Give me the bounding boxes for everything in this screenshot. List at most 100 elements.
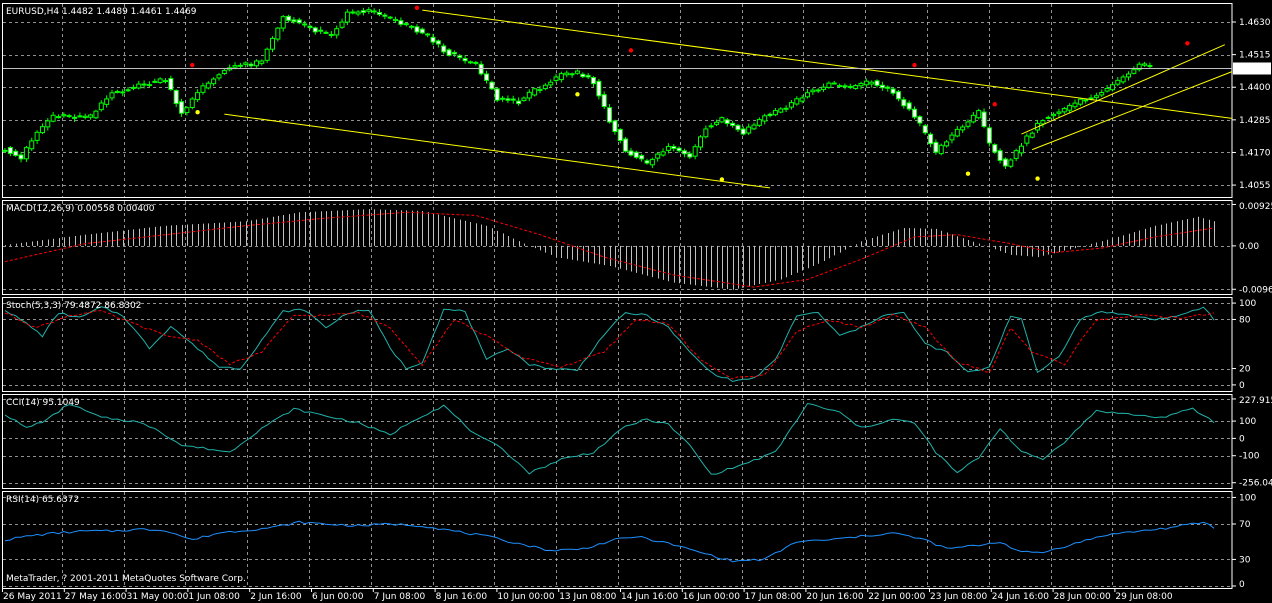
candle[interactable] (409, 24, 415, 30)
candle[interactable] (323, 30, 329, 34)
candle[interactable] (628, 147, 634, 157)
candle[interactable] (714, 119, 720, 127)
candle[interactable] (617, 128, 623, 144)
candle[interactable] (874, 79, 880, 88)
candle[interactable] (885, 85, 891, 92)
candle[interactable] (451, 50, 457, 57)
candle[interactable] (473, 61, 479, 66)
candle[interactable] (821, 83, 827, 92)
candle[interactable] (500, 95, 506, 102)
candle[interactable] (280, 14, 286, 32)
candle[interactable] (13, 149, 19, 157)
candle[interactable] (1099, 89, 1105, 98)
candle[interactable] (1029, 131, 1035, 139)
candle[interactable] (18, 151, 24, 163)
candle[interactable] (1008, 158, 1014, 169)
candle[interactable] (863, 78, 869, 88)
candle[interactable] (986, 126, 992, 147)
candle[interactable] (607, 104, 613, 124)
candle[interactable] (125, 87, 131, 93)
candle[interactable] (382, 12, 388, 20)
candle[interactable] (890, 86, 896, 96)
candle[interactable] (692, 144, 698, 160)
candle[interactable] (93, 109, 99, 120)
candle[interactable] (869, 80, 875, 88)
candle[interactable] (1147, 62, 1153, 69)
candle[interactable] (34, 130, 40, 144)
candle[interactable] (237, 62, 243, 69)
candle[interactable] (318, 26, 324, 35)
candle[interactable] (77, 112, 83, 118)
candle[interactable] (66, 113, 72, 119)
candle[interactable] (50, 111, 56, 123)
candle[interactable] (189, 96, 195, 110)
candle[interactable] (735, 123, 741, 133)
candle[interactable] (430, 33, 436, 46)
candle[interactable] (1019, 143, 1024, 157)
candle[interactable] (730, 120, 736, 128)
candle[interactable] (264, 47, 270, 63)
candle[interactable] (574, 69, 580, 75)
candle[interactable] (1040, 119, 1046, 128)
candle[interactable] (681, 148, 687, 158)
candle[interactable] (200, 82, 206, 95)
candle[interactable] (772, 107, 778, 117)
candle[interactable] (740, 126, 746, 136)
candle[interactable] (1061, 106, 1067, 115)
candle[interactable] (719, 116, 725, 124)
candle[interactable] (173, 89, 179, 108)
candle[interactable] (949, 132, 955, 144)
candle[interactable] (339, 18, 345, 29)
candle[interactable] (1142, 61, 1148, 67)
candle[interactable] (366, 7, 372, 14)
candle[interactable] (933, 139, 939, 155)
candle[interactable] (970, 111, 976, 124)
candle[interactable] (141, 80, 147, 89)
candle[interactable] (912, 106, 917, 120)
candle[interactable] (419, 27, 425, 35)
candle[interactable] (1126, 71, 1131, 81)
candle[interactable] (1051, 112, 1057, 120)
candle[interactable] (302, 20, 308, 28)
candle[interactable] (558, 71, 564, 83)
trendline[interactable] (224, 113, 771, 189)
candle[interactable] (205, 81, 211, 90)
candle[interactable] (291, 16, 297, 24)
candle[interactable] (1024, 133, 1030, 147)
candle[interactable] (564, 70, 570, 78)
candle[interactable] (521, 96, 527, 102)
candle[interactable] (1072, 99, 1078, 109)
candle[interactable] (665, 143, 671, 154)
candle[interactable] (1002, 157, 1008, 169)
candle[interactable] (751, 122, 757, 131)
candle[interactable] (56, 114, 61, 119)
candle[interactable] (853, 84, 859, 90)
candle[interactable] (307, 24, 313, 30)
candle[interactable] (837, 83, 843, 88)
candle[interactable] (275, 26, 281, 42)
candle[interactable] (248, 62, 254, 68)
candle[interactable] (253, 59, 259, 68)
candle[interactable] (120, 89, 126, 97)
candle[interactable] (168, 75, 174, 92)
candle[interactable] (895, 89, 901, 102)
candle[interactable] (922, 124, 928, 135)
candle[interactable] (698, 135, 703, 151)
candle[interactable] (328, 31, 334, 38)
candle[interactable] (687, 151, 693, 159)
candle[interactable] (296, 17, 302, 25)
candle[interactable] (510, 95, 516, 104)
candle[interactable] (23, 145, 29, 162)
candle[interactable] (938, 143, 944, 156)
candle[interactable] (152, 78, 158, 84)
candle[interactable] (259, 59, 265, 66)
candle[interactable] (708, 122, 714, 129)
candle[interactable] (901, 96, 907, 109)
candle[interactable] (163, 78, 168, 84)
candle[interactable] (676, 146, 682, 153)
candle[interactable] (104, 95, 110, 108)
candle[interactable] (489, 80, 495, 90)
candle[interactable] (526, 89, 532, 102)
candle[interactable] (82, 113, 88, 120)
candle[interactable] (826, 81, 832, 89)
